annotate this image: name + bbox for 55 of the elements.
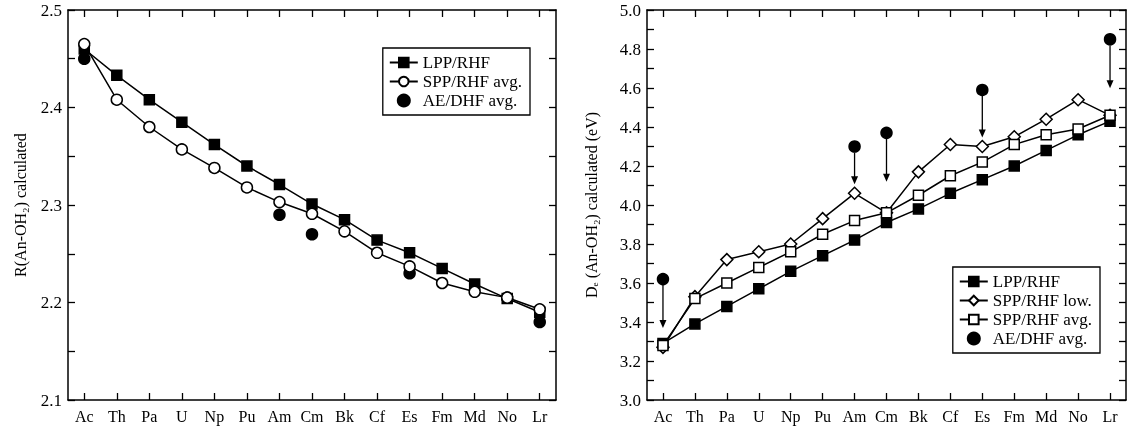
x-tick-label: Cf bbox=[942, 407, 960, 425]
x-tick-label: Pa bbox=[718, 407, 735, 425]
legend-label: SPP/RHF avg. bbox=[422, 72, 522, 91]
y-tick-label: 3.0 bbox=[619, 390, 641, 410]
legend-label: LPP/RHF bbox=[422, 53, 490, 72]
y-tick-label: 3.6 bbox=[619, 273, 641, 293]
y-tick-label: 3.8 bbox=[619, 234, 641, 254]
y-tick-label: 4.4 bbox=[619, 117, 642, 137]
x-tick-label: U bbox=[176, 407, 189, 425]
y-tick-label: 3.2 bbox=[619, 351, 641, 371]
x-tick-label: No bbox=[1068, 407, 1088, 425]
x-tick-label: Es bbox=[401, 407, 418, 425]
x-tick-label: Cf bbox=[369, 407, 386, 425]
x-tick-label: Th bbox=[107, 407, 126, 425]
x-tick-label: Am bbox=[842, 407, 868, 425]
x-tick-label: Cm bbox=[300, 407, 325, 425]
x-tick-label: Bk bbox=[909, 407, 928, 425]
x-tick-label: Md bbox=[1035, 407, 1058, 425]
y-tick-label: 4.6 bbox=[619, 78, 641, 98]
y-tick-label: 3.4 bbox=[619, 312, 642, 332]
y-tick-label: 2.1 bbox=[40, 390, 62, 410]
x-tick-label: Np bbox=[780, 407, 801, 426]
x-tick-label: Pu bbox=[814, 407, 832, 425]
x-tick-label: Np bbox=[204, 407, 225, 426]
legend-label: SPP/RHF low. bbox=[992, 291, 1092, 310]
x-tick-label: Bk bbox=[335, 407, 354, 425]
y-tick-label: 2.4 bbox=[40, 98, 63, 117]
y-axis-title: Dₑ (An-OH₂) calculated (eV) bbox=[582, 111, 601, 299]
y-tick-label: 2.2 bbox=[40, 293, 62, 312]
x-tick-label: Pu bbox=[238, 407, 256, 425]
x-tick-label: Fm bbox=[431, 407, 454, 425]
x-tick-label: Pa bbox=[141, 407, 158, 425]
y-tick-label: 5.0 bbox=[619, 0, 641, 20]
legend-label: SPP/RHF avg. bbox=[992, 310, 1092, 329]
x-tick-label: Lr bbox=[1102, 407, 1119, 425]
y-tick-label: 4.8 bbox=[619, 39, 641, 59]
x-tick-label: U bbox=[752, 407, 765, 425]
x-tick-label: Lr bbox=[532, 407, 548, 425]
x-tick-label: No bbox=[497, 407, 517, 425]
x-tick-label: Ac bbox=[653, 407, 673, 425]
x-tick-label: Md bbox=[463, 407, 486, 425]
y-tick-label: 4.0 bbox=[619, 195, 641, 215]
y-tick-label: 2.3 bbox=[40, 195, 62, 215]
x-tick-label: Es bbox=[974, 407, 991, 425]
y-tick-label: 4.2 bbox=[619, 156, 641, 176]
y-axis-title: R(An-OH₂) calculated bbox=[11, 133, 30, 277]
legend-label: AE/DHF avg. bbox=[422, 91, 518, 110]
x-tick-label: Th bbox=[686, 407, 704, 425]
x-tick-label: Ac bbox=[74, 407, 94, 425]
x-tick-label: Am bbox=[267, 407, 293, 425]
y-tick-label: 2.5 bbox=[40, 0, 62, 20]
x-tick-label: Fm bbox=[1003, 407, 1026, 425]
legend-label: LPP/RHF bbox=[992, 272, 1060, 291]
x-tick-label: Cm bbox=[874, 407, 899, 425]
legend-label: AE/DHF avg. bbox=[992, 329, 1088, 348]
